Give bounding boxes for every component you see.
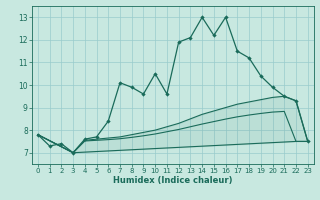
X-axis label: Humidex (Indice chaleur): Humidex (Indice chaleur) (113, 176, 233, 185)
